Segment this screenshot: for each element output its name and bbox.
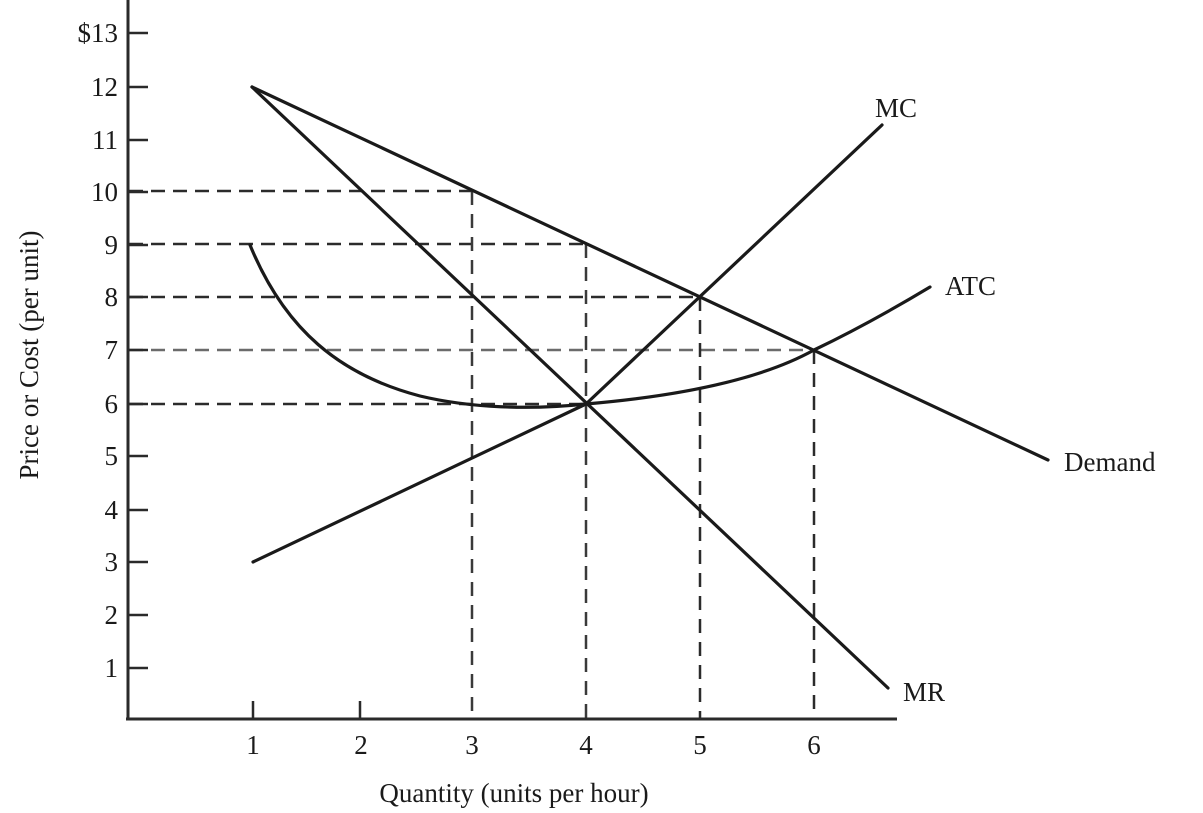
y-tick-label: 5 [105,441,119,471]
demand-label: Demand [1064,447,1156,477]
mc-curve [251,123,884,564]
mr-curve [250,85,890,690]
y-tick-label: 6 [105,389,119,419]
atc-label: ATC [945,271,996,301]
y-tick-label: 12 [91,72,118,102]
demand-curve [250,85,1050,462]
x-tick-label: 3 [465,730,479,760]
y-tick-label: 10 [91,177,118,207]
axes [126,0,897,721]
curves [248,85,1050,690]
reference-verticals [470,191,816,718]
y-axis-title: Price or Cost (per unit) [14,231,44,480]
y-tick-label: 9 [105,230,119,260]
y-tick-label: 7 [105,335,119,365]
x-ticks [251,701,362,719]
x-tick-label: 4 [579,730,593,760]
y-tick-labels: $13 12 11 10 9 8 7 6 5 4 3 2 1 [78,18,119,683]
y-tick-label: 11 [92,125,118,155]
x-axis-title: Quantity (units per hour) [379,778,648,808]
x-tick-label: 2 [354,730,368,760]
reference-lines [129,189,814,406]
y-ticks [128,31,148,670]
mr-label: MR [903,677,945,707]
y-tick-label: 2 [105,600,119,630]
y-tick-label: 3 [105,547,119,577]
curve-labels: MC ATC Demand MR [875,93,1156,707]
x-tick-label: 6 [807,730,821,760]
mc-label: MC [875,93,917,123]
y-tick-label: 4 [105,495,119,525]
x-tick-label: 1 [246,730,260,760]
y-tick-label: $13 [78,18,119,48]
y-tick-label: 1 [105,653,119,683]
y-tick-label: 8 [105,282,119,312]
atc-curve [248,243,932,409]
x-tick-label: 5 [693,730,707,760]
x-tick-labels: 1 2 3 4 5 6 [246,730,821,760]
